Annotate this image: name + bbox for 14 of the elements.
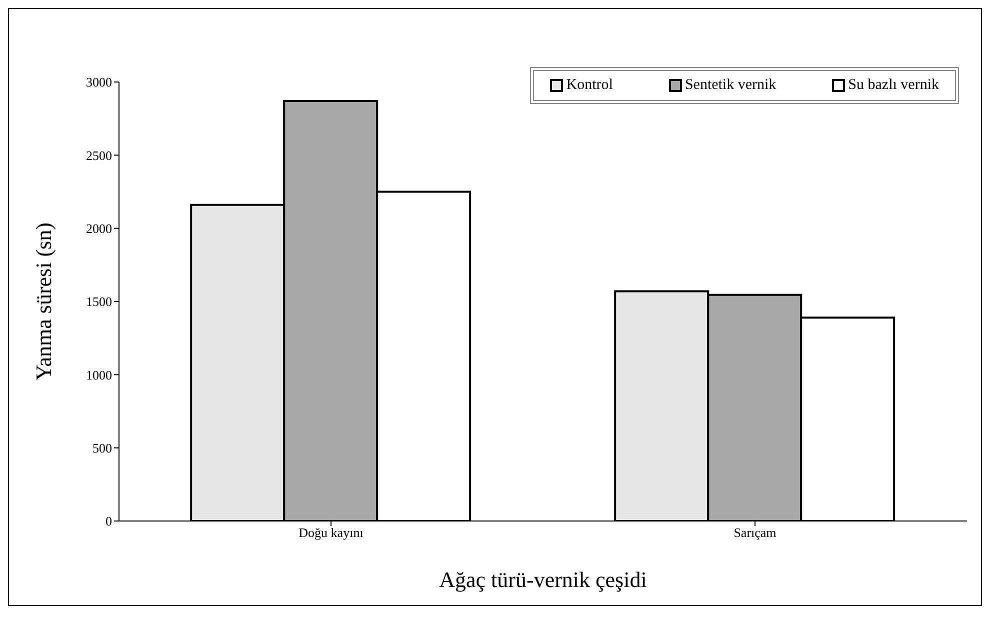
y-tick-label: 1500 xyxy=(86,294,112,310)
y-axis-title: Yanma süresi (sn) xyxy=(30,222,56,380)
y-tick-label: 2500 xyxy=(86,148,112,163)
y-tick-label: 500 xyxy=(92,440,112,456)
y-tick-label: 0 xyxy=(106,514,112,529)
y-tick-label: 3000 xyxy=(86,74,112,90)
legend-label: Sentetik vernik xyxy=(684,77,776,94)
x-tick-label: Sarıçam xyxy=(734,525,776,540)
y-tick-label: 2000 xyxy=(86,220,112,236)
y-tick-label: 1000 xyxy=(86,367,112,382)
x-axis-title: Ağaç türü-vernik çeşidi xyxy=(439,567,647,592)
x-tick-label: Doğu kayını xyxy=(298,525,364,540)
legend-label: Su bazlı vernik xyxy=(847,77,939,94)
legend-label: Kontrol xyxy=(565,77,613,94)
